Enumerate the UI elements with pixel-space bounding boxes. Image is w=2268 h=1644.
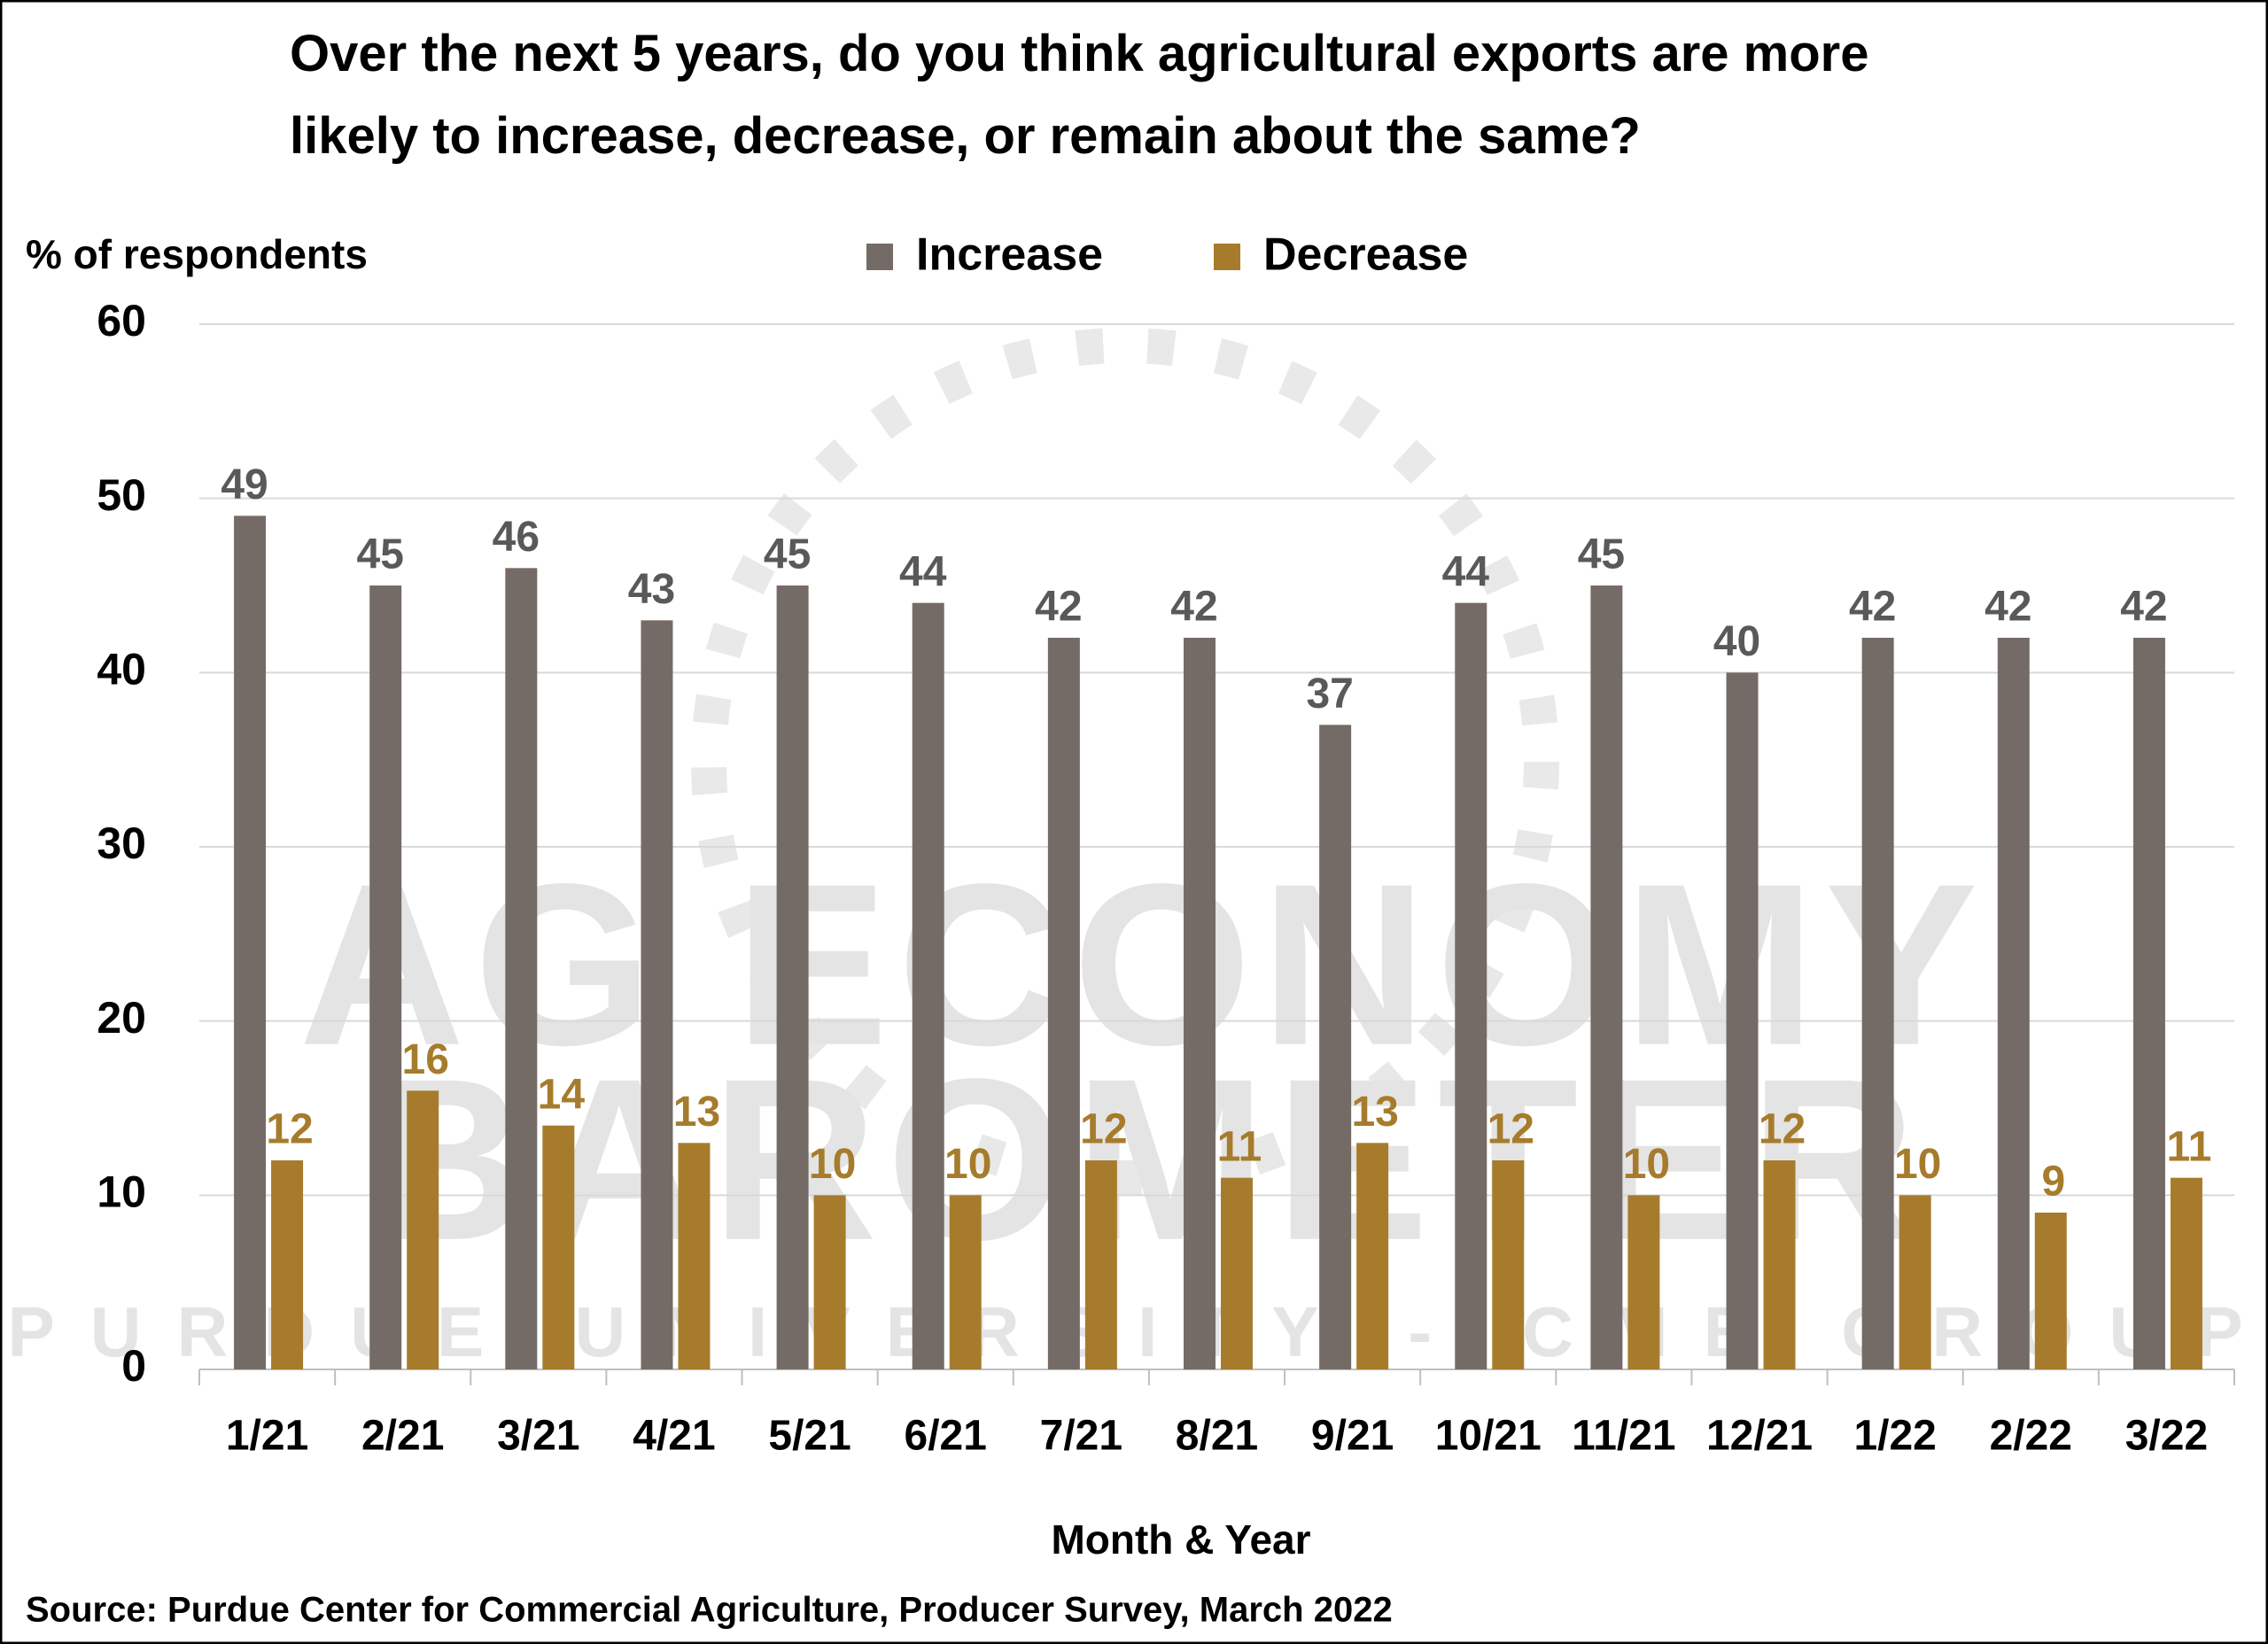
data-label: 45 — [1578, 531, 1625, 578]
data-label: 13 — [1351, 1089, 1398, 1136]
y-tick-label: 20 — [97, 993, 146, 1043]
bar — [1184, 638, 1216, 1369]
x-tick-label: 3/21 — [497, 1413, 579, 1460]
x-tick-label: 1/22 — [1853, 1413, 1936, 1460]
bar — [542, 1125, 575, 1369]
data-label: 10 — [1623, 1141, 1670, 1188]
bar — [1590, 585, 1623, 1369]
data-label: 42 — [1849, 584, 1896, 631]
y-tick-label: 30 — [97, 818, 146, 868]
watermark-text: AG ECONOMY — [299, 837, 1987, 1094]
data-label: 44 — [899, 548, 947, 595]
bar — [1861, 638, 1894, 1369]
legend-label: Increase — [916, 229, 1103, 281]
bar — [1221, 1177, 1253, 1369]
data-label: 11 — [2167, 1123, 2212, 1170]
bar — [369, 585, 402, 1369]
data-label: 49 — [221, 461, 268, 508]
data-label: 42 — [1170, 584, 1217, 631]
data-label: 12 — [266, 1106, 313, 1153]
data-label: 42 — [1984, 584, 2031, 631]
legend-swatch — [1214, 244, 1240, 270]
data-label: 9 — [2041, 1159, 2065, 1206]
source: Source: Purdue Center for Commercial Agr… — [26, 1591, 1393, 1630]
data-label: 10 — [1894, 1141, 1941, 1188]
x-tick-label: 8/21 — [1176, 1413, 1258, 1460]
y-axis-label: % of respondents — [26, 231, 368, 277]
bar — [2132, 638, 2165, 1369]
data-label: 11 — [1217, 1123, 1262, 1170]
data-label: 10 — [944, 1141, 991, 1188]
legend-label: Decrease — [1263, 229, 1468, 281]
bar — [271, 1160, 304, 1369]
bar — [912, 602, 944, 1369]
bar — [949, 1195, 982, 1369]
x-tick-label: 7/21 — [1040, 1413, 1122, 1460]
data-label: 43 — [628, 566, 675, 613]
data-label: 12 — [1759, 1106, 1806, 1153]
data-label: 13 — [673, 1089, 720, 1136]
bar — [1455, 602, 1487, 1369]
bar — [1319, 725, 1352, 1369]
y-tick-label: 40 — [97, 645, 146, 694]
data-label: 12 — [1080, 1106, 1127, 1153]
x-tick-label: 1/21 — [226, 1413, 308, 1460]
y-tick-label: 0 — [121, 1341, 146, 1391]
bar — [2034, 1213, 2067, 1369]
bar — [1047, 638, 1080, 1369]
bar — [1899, 1195, 1931, 1369]
data-label: 42 — [2120, 584, 2167, 631]
bar — [1627, 1195, 1660, 1369]
y-tick-label: 50 — [97, 470, 146, 520]
watermark-dial — [691, 328, 1559, 1196]
data-label: 14 — [538, 1071, 586, 1118]
data-label: 10 — [809, 1141, 856, 1188]
x-tick-label: 2/22 — [1990, 1413, 2072, 1460]
x-tick-label: 2/21 — [361, 1413, 444, 1460]
bar — [1763, 1160, 1796, 1369]
x-tick-label: 3/22 — [2125, 1413, 2208, 1460]
legend-swatch — [866, 244, 893, 270]
bar — [234, 516, 267, 1369]
x-tick-label: 9/21 — [1311, 1413, 1394, 1460]
bar — [1492, 1160, 1525, 1369]
data-label: 16 — [402, 1036, 449, 1083]
bar — [407, 1090, 439, 1369]
x-tick-label: 12/21 — [1706, 1413, 1813, 1460]
data-label: 46 — [493, 514, 540, 561]
bar — [641, 620, 673, 1369]
bar — [505, 568, 538, 1369]
data-label: 44 — [1442, 548, 1490, 595]
bar — [1726, 672, 1759, 1369]
data-label: 45 — [357, 531, 404, 578]
x-tick-label: 6/21 — [905, 1413, 987, 1460]
y-tick-label: 60 — [97, 296, 146, 345]
x-axis-label: Month & Year — [1051, 1516, 1310, 1563]
data-label: 40 — [1713, 618, 1760, 665]
bar — [813, 1195, 846, 1369]
data-label: 12 — [1487, 1106, 1534, 1153]
watermark-text: BAROMETER — [361, 1032, 1925, 1289]
bar — [2170, 1177, 2202, 1369]
x-tick-label: 5/21 — [768, 1413, 850, 1460]
bar — [678, 1143, 711, 1369]
bar — [1084, 1160, 1117, 1369]
data-label: 37 — [1306, 671, 1353, 717]
chart-title: Over the next 5 years, do you think agri… — [290, 25, 1868, 165]
x-tick-label: 11/21 — [1572, 1413, 1675, 1460]
data-label: 45 — [764, 531, 811, 578]
y-tick-label: 10 — [97, 1167, 146, 1217]
x-tick-label: 10/21 — [1435, 1413, 1542, 1460]
data-label: 42 — [1035, 584, 1082, 631]
bar — [1997, 638, 2030, 1369]
bar — [776, 585, 809, 1369]
x-tick-label: 4/21 — [633, 1413, 715, 1460]
bar — [1356, 1143, 1389, 1369]
